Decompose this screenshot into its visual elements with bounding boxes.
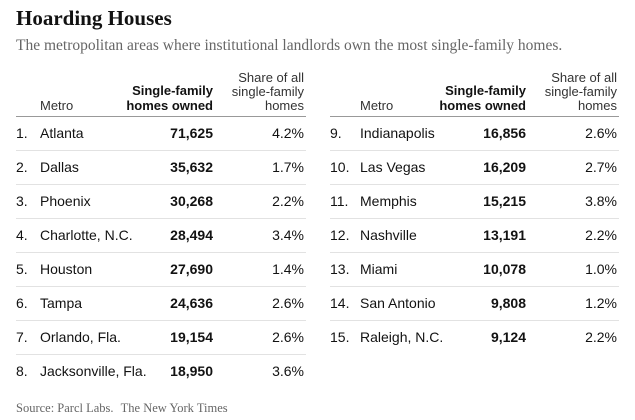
table-body: 1. Atlanta 71,625 4.2% 2. Dallas 35,632 1.7% 3. P…: [16, 117, 306, 388]
table-header: Metro Single-family homes owned Share of…: [16, 68, 306, 117]
column-header-metro: Metro: [360, 98, 394, 113]
table-row: 13. Miami 10,078 1.0%: [330, 253, 619, 287]
row-share: 3.6%: [272, 363, 304, 379]
row-homes-owned: 9,124: [490, 329, 526, 345]
row-rank: 15.: [330, 329, 350, 345]
row-rank: 13.: [330, 261, 350, 277]
table-body: 9. Indianapolis 16,856 2.6% 10. Las Vegas 16,2…: [330, 117, 619, 354]
row-rank: 1.: [16, 125, 28, 141]
row-share: 2.2%: [585, 227, 617, 243]
row-metro: Houston: [40, 261, 93, 277]
row-rank: 3.: [16, 193, 28, 209]
table-row: 12. Nashville 13,191 2.2%: [330, 219, 619, 253]
table-row: 1. Atlanta 71,625 4.2%: [16, 117, 306, 151]
row-metro: Raleigh, N.C.: [360, 329, 444, 345]
row-metro: Las Vegas: [360, 159, 426, 175]
table-row: 9. Indianapolis 16,856 2.6%: [330, 117, 619, 151]
row-metro: Dallas: [40, 159, 79, 175]
row-homes-owned: 35,632: [170, 159, 213, 175]
row-rank: 2.: [16, 159, 28, 175]
table-row: 14. San Antonio 9,808 1.2%: [330, 287, 619, 321]
table-row: 6. Tampa 24,636 2.6%: [16, 287, 306, 321]
row-metro: Charlotte, N.C.: [40, 227, 133, 243]
row-rank: 4.: [16, 227, 28, 243]
row-share: 1.7%: [272, 159, 304, 175]
source-text: Source: Parcl Labs.: [16, 401, 114, 415]
row-rank: 9.: [330, 125, 342, 141]
row-homes-owned: 15,215: [483, 193, 526, 209]
table-row: 11. Memphis 15,215 3.8%: [330, 185, 619, 219]
table-header: Metro Single-family homes owned Share of…: [330, 68, 619, 117]
table-row: 7. Orlando, Fla. 19,154 2.6%: [16, 321, 306, 355]
table-row: 2. Dallas 35,632 1.7%: [16, 151, 306, 185]
row-metro: San Antonio: [360, 295, 436, 311]
row-share: 2.6%: [272, 329, 304, 345]
row-share: 4.2%: [272, 125, 304, 141]
row-share: 2.6%: [585, 125, 617, 141]
table-right: Metro Single-family homes owned Share of…: [330, 68, 619, 354]
row-share: 2.2%: [585, 329, 617, 345]
row-rank: 10.: [330, 159, 350, 175]
table-row: 4. Charlotte, N.C. 28,494 3.4%: [16, 219, 306, 253]
row-homes-owned: 27,690: [170, 261, 213, 277]
table-row: 15. Raleigh, N.C. 9,124 2.2%: [330, 321, 619, 354]
page-title: Hoarding Houses: [16, 6, 172, 30]
row-homes-owned: 71,625: [170, 125, 213, 141]
row-rank: 14.: [330, 295, 350, 311]
row-homes-owned: 19,154: [170, 329, 213, 345]
table-row: 3. Phoenix 30,268 2.2%: [16, 185, 306, 219]
row-share: 2.6%: [272, 295, 304, 311]
row-homes-owned: 9,808: [490, 295, 526, 311]
row-metro: Indianapolis: [360, 125, 435, 141]
row-rank: 7.: [16, 329, 28, 345]
table-row: 10. Las Vegas 16,209 2.7%: [330, 151, 619, 185]
column-header-homes: Single-family homes owned: [126, 83, 213, 113]
row-share: 2.7%: [585, 159, 617, 175]
row-share: 1.0%: [585, 261, 617, 277]
row-rank: 8.: [16, 363, 28, 379]
credit-text: The New York Times: [120, 401, 228, 415]
row-metro: Tampa: [40, 295, 83, 311]
row-metro: Atlanta: [40, 125, 84, 141]
row-share: 1.2%: [585, 295, 617, 311]
row-rank: 5.: [16, 261, 28, 277]
column-header-share: Share of all single-family homes: [544, 70, 617, 113]
row-metro: Jacksonville, Fla.: [40, 363, 147, 379]
row-homes-owned: 24,636: [170, 295, 213, 311]
column-header-metro: Metro: [40, 98, 74, 113]
row-metro: Memphis: [360, 193, 417, 209]
row-rank: 12.: [330, 227, 350, 243]
row-metro: Miami: [360, 261, 398, 277]
row-metro: Nashville: [360, 227, 417, 243]
row-homes-owned: 10,078: [483, 261, 526, 277]
table-left: Metro Single-family homes owned Share of…: [16, 68, 306, 388]
table-row: 5. Houston 27,690 1.4%: [16, 253, 306, 287]
row-homes-owned: 16,209: [483, 159, 526, 175]
row-share: 2.2%: [272, 193, 304, 209]
row-share: 3.4%: [272, 227, 304, 243]
row-rank: 11.: [330, 193, 349, 209]
row-share: 3.8%: [585, 193, 617, 209]
row-homes-owned: 18,950: [170, 363, 213, 379]
row-metro: Orlando, Fla.: [40, 329, 121, 345]
row-homes-owned: 16,856: [483, 125, 526, 141]
row-metro: Phoenix: [40, 193, 91, 209]
row-homes-owned: 30,268: [170, 193, 213, 209]
row-homes-owned: 28,494: [170, 227, 213, 243]
row-homes-owned: 13,191: [483, 227, 526, 243]
column-header-share: Share of all single-family homes: [231, 70, 304, 113]
source-note: Source: Parcl Labs. The New York Times: [16, 401, 228, 416]
column-header-homes: Single-family homes owned: [439, 83, 526, 113]
row-rank: 6.: [16, 295, 28, 311]
row-share: 1.4%: [272, 261, 304, 277]
subtitle: The metropolitan areas where institution…: [16, 37, 563, 54]
table-row: 8. Jacksonville, Fla. 18,950 3.6%: [16, 355, 306, 388]
